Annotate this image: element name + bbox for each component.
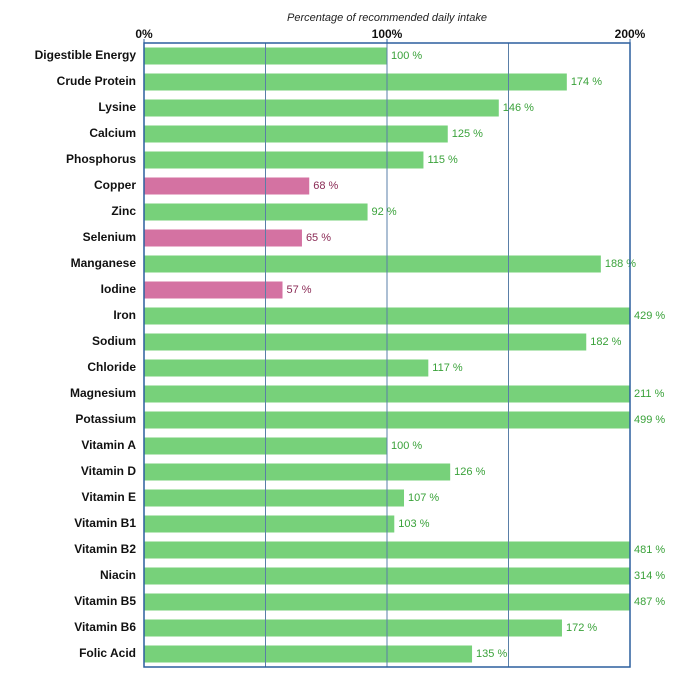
value-label: 135 % [476, 648, 507, 660]
bar [144, 73, 567, 91]
bar [144, 385, 630, 403]
bar [144, 567, 630, 585]
bar [144, 255, 601, 273]
value-label: 125 % [452, 128, 483, 140]
value-label: 499 % [634, 414, 665, 426]
bar [144, 203, 368, 221]
value-label: 126 % [454, 466, 485, 478]
x-tick-label: 0% [135, 27, 153, 41]
value-label: 487 % [634, 596, 665, 608]
x-tick-label: 200% [615, 27, 646, 41]
category-label: Vitamin D [81, 464, 136, 478]
category-label: Vitamin B2 [74, 542, 136, 556]
value-label: 429 % [634, 310, 665, 322]
value-label: 115 % [427, 154, 458, 166]
bar [144, 333, 587, 351]
bar [144, 593, 630, 611]
value-label: 182 % [590, 336, 621, 348]
category-label: Phosphorus [66, 152, 136, 166]
category-label: Potassium [75, 412, 136, 426]
value-label: 65 % [306, 232, 331, 244]
category-label: Digestible Energy [35, 48, 137, 62]
category-label: Iodine [101, 282, 137, 296]
value-label: 103 % [398, 518, 429, 530]
category-label: Calcium [89, 126, 136, 140]
bar [144, 307, 630, 325]
category-label: Vitamin B1 [74, 516, 136, 530]
value-label: 188 % [605, 258, 636, 270]
category-label: Manganese [71, 256, 137, 270]
x-tick-label: 100% [372, 27, 403, 41]
axis-title: Percentage of recommended daily intake [287, 12, 487, 24]
plot-frame [143, 42, 631, 668]
value-label: 481 % [634, 544, 665, 556]
value-label: 92 % [372, 206, 397, 218]
value-label: 211 % [634, 388, 665, 400]
category-label: Folic Acid [79, 646, 136, 660]
value-label: 314 % [634, 570, 665, 582]
category-label: Vitamin A [81, 438, 136, 452]
bar [144, 177, 310, 195]
category-label: Copper [94, 178, 136, 192]
bar [144, 541, 630, 559]
category-label: Zinc [111, 204, 136, 218]
bar [144, 99, 499, 117]
value-label: 172 % [566, 622, 597, 634]
bar [144, 645, 473, 663]
category-label: Crude Protein [57, 74, 136, 88]
bar [144, 515, 395, 533]
bar [144, 229, 302, 247]
bar [144, 359, 429, 377]
bar [144, 489, 405, 507]
category-label: Niacin [100, 568, 136, 582]
plot-area [144, 47, 630, 663]
bar [144, 281, 283, 299]
bar [144, 463, 451, 481]
category-label: Sodium [92, 334, 136, 348]
category-label: Vitamin E [82, 490, 136, 504]
bar [144, 619, 562, 637]
category-label: Iron [113, 308, 136, 322]
category-label: Vitamin B5 [74, 594, 136, 608]
bar [144, 151, 424, 169]
bar [144, 125, 448, 143]
value-label: 57 % [287, 284, 312, 296]
value-label: 107 % [408, 492, 439, 504]
category-label: Chloride [87, 360, 136, 374]
value-label: 146 % [503, 102, 534, 114]
value-label: 100 % [391, 50, 422, 62]
category-label: Selenium [83, 230, 136, 244]
category-label: Lysine [98, 100, 136, 114]
bar [144, 411, 630, 429]
value-label: 117 % [432, 362, 463, 374]
value-label: 68 % [313, 180, 338, 192]
value-label: 100 % [391, 440, 422, 452]
value-label: 174 % [571, 76, 602, 88]
category-label: Vitamin B6 [74, 620, 136, 634]
category-label: Magnesium [70, 386, 136, 400]
